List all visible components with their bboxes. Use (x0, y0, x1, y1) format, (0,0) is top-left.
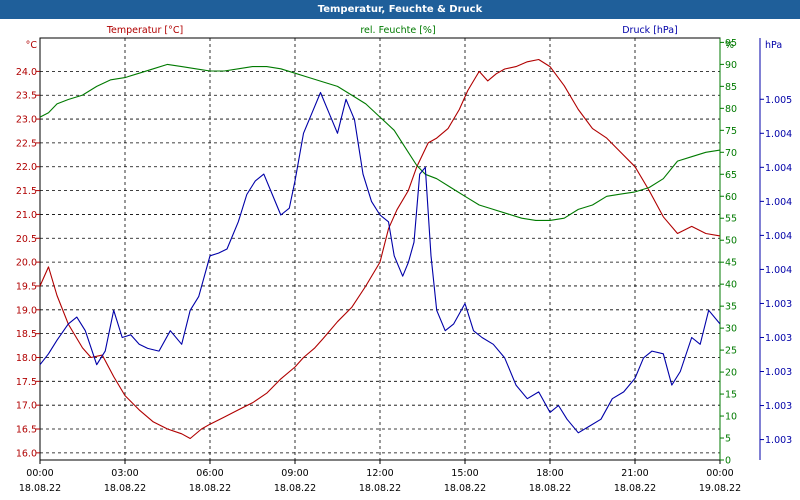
temp-tick-label: 17.5 (16, 377, 37, 388)
x-tick-label-date: 18.08.22 (529, 483, 571, 494)
pressure-tick-label: 1.003 (765, 367, 792, 378)
humidity-tick-label: 65 (725, 170, 737, 181)
humidity-tick-label: 45 (725, 258, 737, 269)
x-tick-label-date: 18.08.22 (104, 483, 146, 494)
humidity-tick-label: 90 (725, 60, 737, 71)
x-tick-label-date: 18.08.22 (614, 483, 656, 494)
humidity-tick-label: 50 (725, 236, 737, 247)
humidity-tick-label: 5 (725, 434, 731, 445)
humidity-tick-label: 55 (725, 214, 737, 225)
x-tick-label-time: 09:00 (281, 468, 308, 479)
pressure-tick-label: 1.004 (765, 265, 792, 276)
temp-tick-label: 21.0 (16, 210, 37, 221)
temp-tick-label: 19.0 (16, 305, 37, 316)
pressure-tick-label: 1.003 (765, 299, 792, 310)
temp-tick-label: 20.0 (16, 258, 37, 269)
pressure-tick-label: 1.004 (765, 163, 792, 174)
humidity-tick-label: 30 (725, 324, 737, 335)
x-tick-label-time: 12:00 (366, 468, 393, 479)
humidity-tick-label: 70 (725, 148, 737, 159)
temp-tick-label: 20.5 (16, 234, 37, 245)
humidity-tick-label: 75 (725, 126, 737, 137)
humidity-tick-label: 10 (725, 412, 737, 423)
pressure-tick-label: 1.003 (765, 401, 792, 412)
x-tick-label-time: 21:00 (621, 468, 648, 479)
temp-tick-label: 24.0 (16, 67, 37, 78)
x-tick-label-time: 00:00 (706, 468, 733, 479)
humidity-tick-label: 85 (725, 82, 737, 93)
temp-tick-label: 16.0 (16, 448, 37, 459)
series-line-temperature (39, 58, 721, 440)
series-line-pressure (39, 91, 721, 434)
humidity-tick-label: 60 (725, 192, 737, 203)
pressure-tick-label: 1.005 (765, 95, 792, 106)
chart-title: Temperatur, Feuchte & Druck (0, 0, 800, 19)
pressure-tick-label: 1.004 (765, 231, 792, 242)
x-tick-label-date: 18.08.22 (444, 483, 486, 494)
pressure-tick-label: 1.003 (765, 333, 792, 344)
temp-tick-label: 23.0 (16, 115, 37, 126)
humidity-axis-title: rel. Feuchte [%] (360, 25, 435, 36)
temp-tick-label: 22.0 (16, 162, 37, 173)
humidity-tick-label: 0 (725, 456, 731, 467)
x-tick-label-date: 18.08.22 (359, 483, 401, 494)
humidity-tick-label: 95 (725, 38, 737, 49)
temp-tick-label: 17.0 (16, 401, 37, 412)
x-tick-label-time: 18:00 (536, 468, 563, 479)
x-tick-label-date: 19.08.22 (699, 483, 741, 494)
temp-tick-label: 16.5 (16, 425, 37, 436)
x-tick-label-date: 18.08.22 (19, 483, 61, 494)
series-line-humidity (39, 63, 721, 221)
pressure-unit-label: hPa (765, 40, 782, 51)
x-tick-label-date: 18.08.22 (274, 483, 316, 494)
x-tick-label-time: 03:00 (111, 468, 138, 479)
humidity-tick-label: 80 (725, 104, 737, 115)
x-tick-label-time: 06:00 (196, 468, 223, 479)
temp-unit-label: °C (26, 40, 38, 51)
temp-tick-label: 23.5 (16, 91, 37, 102)
humidity-tick-label: 25 (725, 346, 737, 357)
temp-tick-label: 18.0 (16, 353, 37, 364)
humidity-tick-label: 40 (725, 280, 737, 291)
x-tick-label-time: 00:00 (26, 468, 53, 479)
x-tick-label-date: 18.08.22 (189, 483, 231, 494)
temp-axis-title: Temperatur [°C] (106, 25, 183, 36)
x-tick-label-time: 15:00 (451, 468, 478, 479)
temp-tick-label: 18.5 (16, 329, 37, 340)
humidity-tick-label: 15 (725, 390, 737, 401)
humidity-tick-label: 35 (725, 302, 737, 313)
humidity-unit-label: % (725, 40, 734, 51)
pressure-tick-label: 1.004 (765, 197, 792, 208)
pressure-tick-label: 1.004 (765, 129, 792, 140)
humidity-tick-label: 20 (725, 368, 737, 379)
temp-tick-label: 19.5 (16, 281, 37, 292)
pressure-axis-title: Druck [hPa] (622, 25, 678, 36)
temp-tick-label: 21.5 (16, 186, 37, 197)
pressure-tick-label: 1.003 (765, 435, 792, 446)
temp-tick-label: 22.5 (16, 138, 37, 149)
